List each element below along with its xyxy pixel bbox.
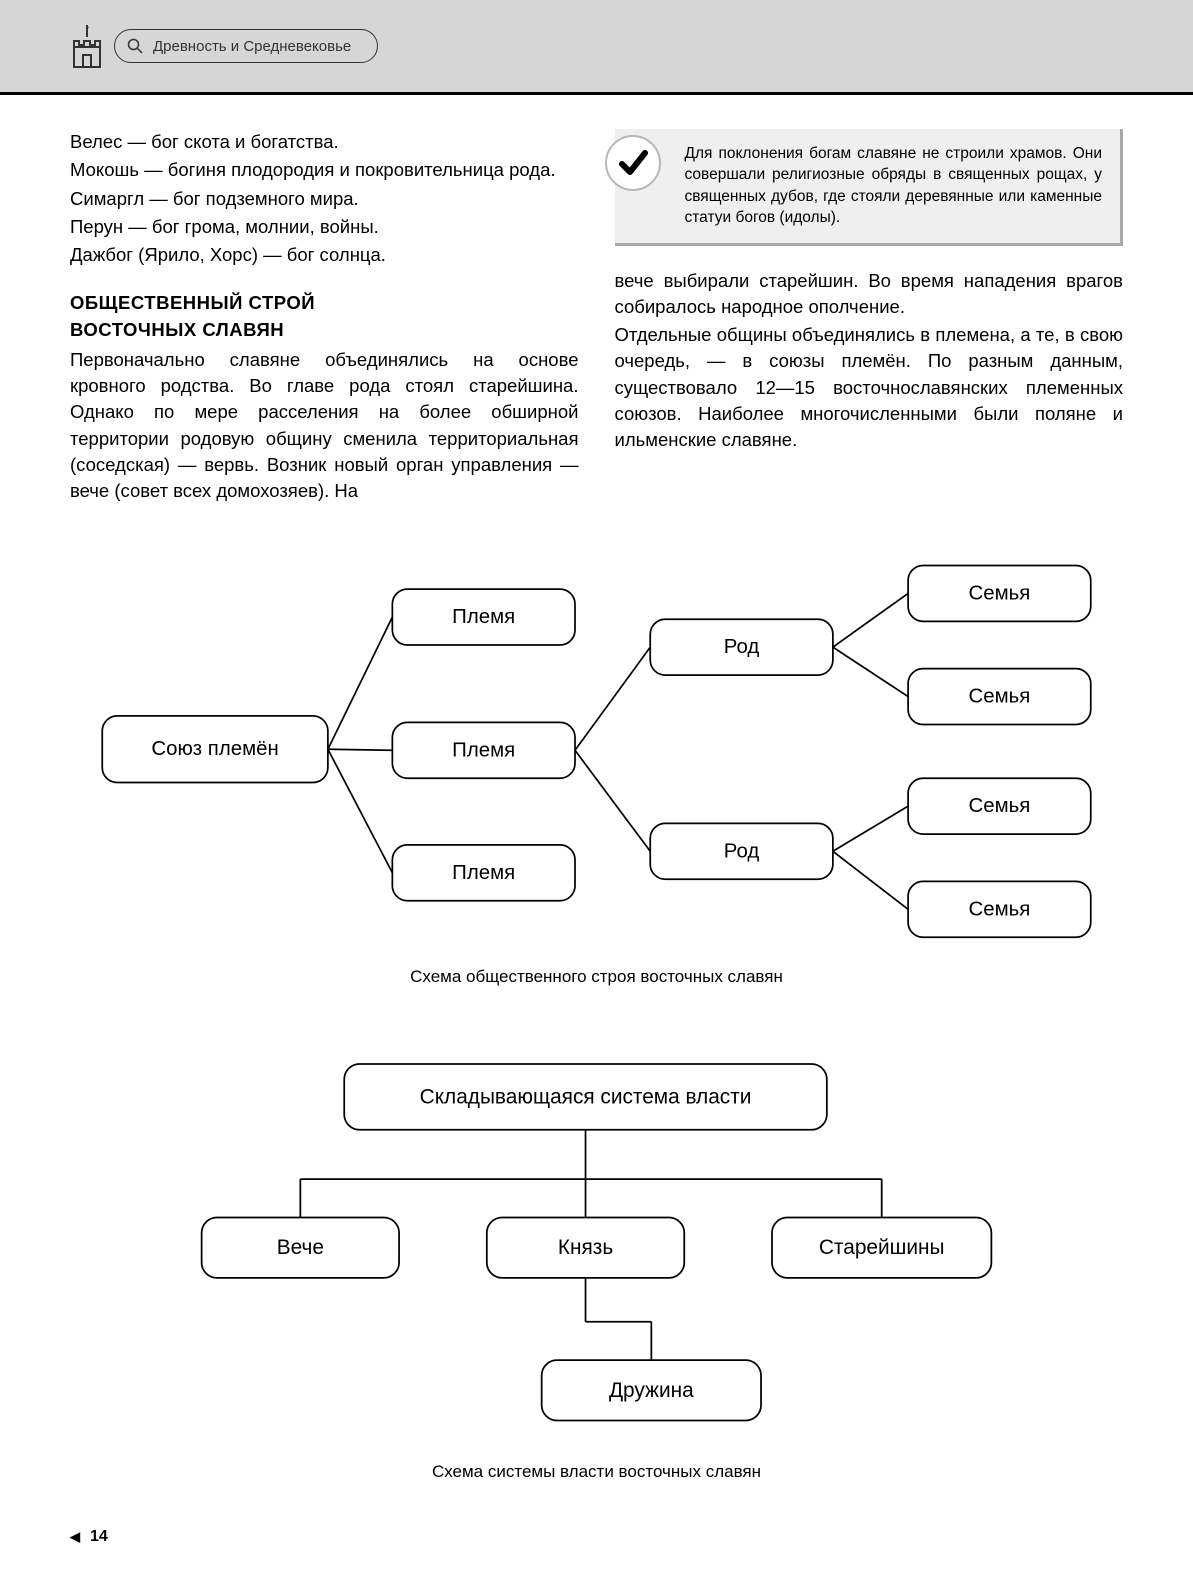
svg-text:Дружина: Дружина	[609, 1379, 694, 1402]
svg-text:Старейшины: Старейшины	[819, 1236, 945, 1259]
svg-text:Племя: Племя	[452, 607, 515, 629]
svg-text:Племя: Племя	[452, 740, 515, 762]
god-line: Мокошь — богиня плодородия и покровитель…	[70, 157, 579, 183]
check-badge	[605, 135, 661, 191]
svg-text:Вече: Вече	[277, 1236, 324, 1259]
svg-text:Семья: Семья	[969, 899, 1031, 921]
diagram1-svg: Союз племён Племя Племя Племя Род Род Семья Сем…	[70, 544, 1123, 952]
prev-page-icon: ◀	[70, 1529, 80, 1545]
section-title: ОБЩЕСТВЕННЫЙ СТРОЙ ВОСТОЧНЫХ СЛАВЯН	[70, 290, 579, 343]
diagram2-svg: Складывающаяся система власти Вече Князь Ст…	[70, 1053, 1123, 1448]
callout-text: Для поклонения богам славяне не строили …	[685, 145, 1103, 226]
god-line: Перун — бог грома, молнии, войны.	[70, 214, 579, 240]
svg-text:Род: Род	[724, 841, 760, 863]
svg-text:Складывающаяся система власти: Складывающаяся система власти	[420, 1085, 752, 1108]
breadcrumb-text: Древность и Средневековье	[153, 38, 351, 55]
section-para: Отдельные общины объединялись в племена,…	[615, 322, 1124, 453]
god-line: Дажбог (Ярило, Хорс) — бог солнца.	[70, 242, 579, 268]
search-icon	[127, 38, 143, 54]
text-columns: Велес — бог скота и богатства. Мокошь — …	[0, 95, 1193, 524]
page-number: 14	[90, 1528, 108, 1546]
breadcrumb: Древность и Средневековье	[114, 29, 378, 63]
section-title-line: ОБЩЕСТВЕННЫЙ СТРОЙ	[70, 292, 315, 313]
svg-text:Племя: Племя	[452, 862, 515, 884]
diagram2-area: Складывающаяся система власти Вече Князь Ст…	[0, 1033, 1193, 1528]
diagram2-caption: Схема системы власти восточных славян	[70, 1462, 1123, 1482]
god-line: Велес — бог скота и богатства.	[70, 129, 579, 155]
page: Древность и Средневековье Велес — бог ск…	[0, 0, 1193, 1570]
castle-icon	[70, 23, 104, 69]
god-line: Симаргл — бог подземного мира.	[70, 186, 579, 212]
svg-text:Род: Род	[724, 637, 760, 659]
section-title-line: ВОСТОЧНЫХ СЛАВЯН	[70, 319, 284, 340]
callout-box: Для поклонения богам славяне не строили …	[615, 129, 1124, 246]
svg-text:Семья: Семья	[969, 796, 1031, 818]
header-bar: Древность и Средневековье	[0, 0, 1193, 92]
svg-text:Князь: Князь	[558, 1236, 613, 1259]
svg-text:Союз племён: Союз племён	[151, 739, 278, 761]
check-icon	[618, 148, 648, 178]
svg-text:Семья: Семья	[969, 686, 1031, 708]
footer: ◀ 14	[0, 1528, 1193, 1570]
diagram1-caption: Схема общественного строя восточных слав…	[70, 967, 1123, 987]
section-para: Первоначально славяне объединялись на ос…	[70, 347, 579, 505]
svg-text:Семья: Семья	[969, 583, 1031, 605]
section-para: вече выбирали старейшин. Во время нападе…	[615, 268, 1124, 321]
diagram1-area: Союз племён Племя Племя Племя Род Род Семья Сем…	[0, 524, 1193, 1032]
